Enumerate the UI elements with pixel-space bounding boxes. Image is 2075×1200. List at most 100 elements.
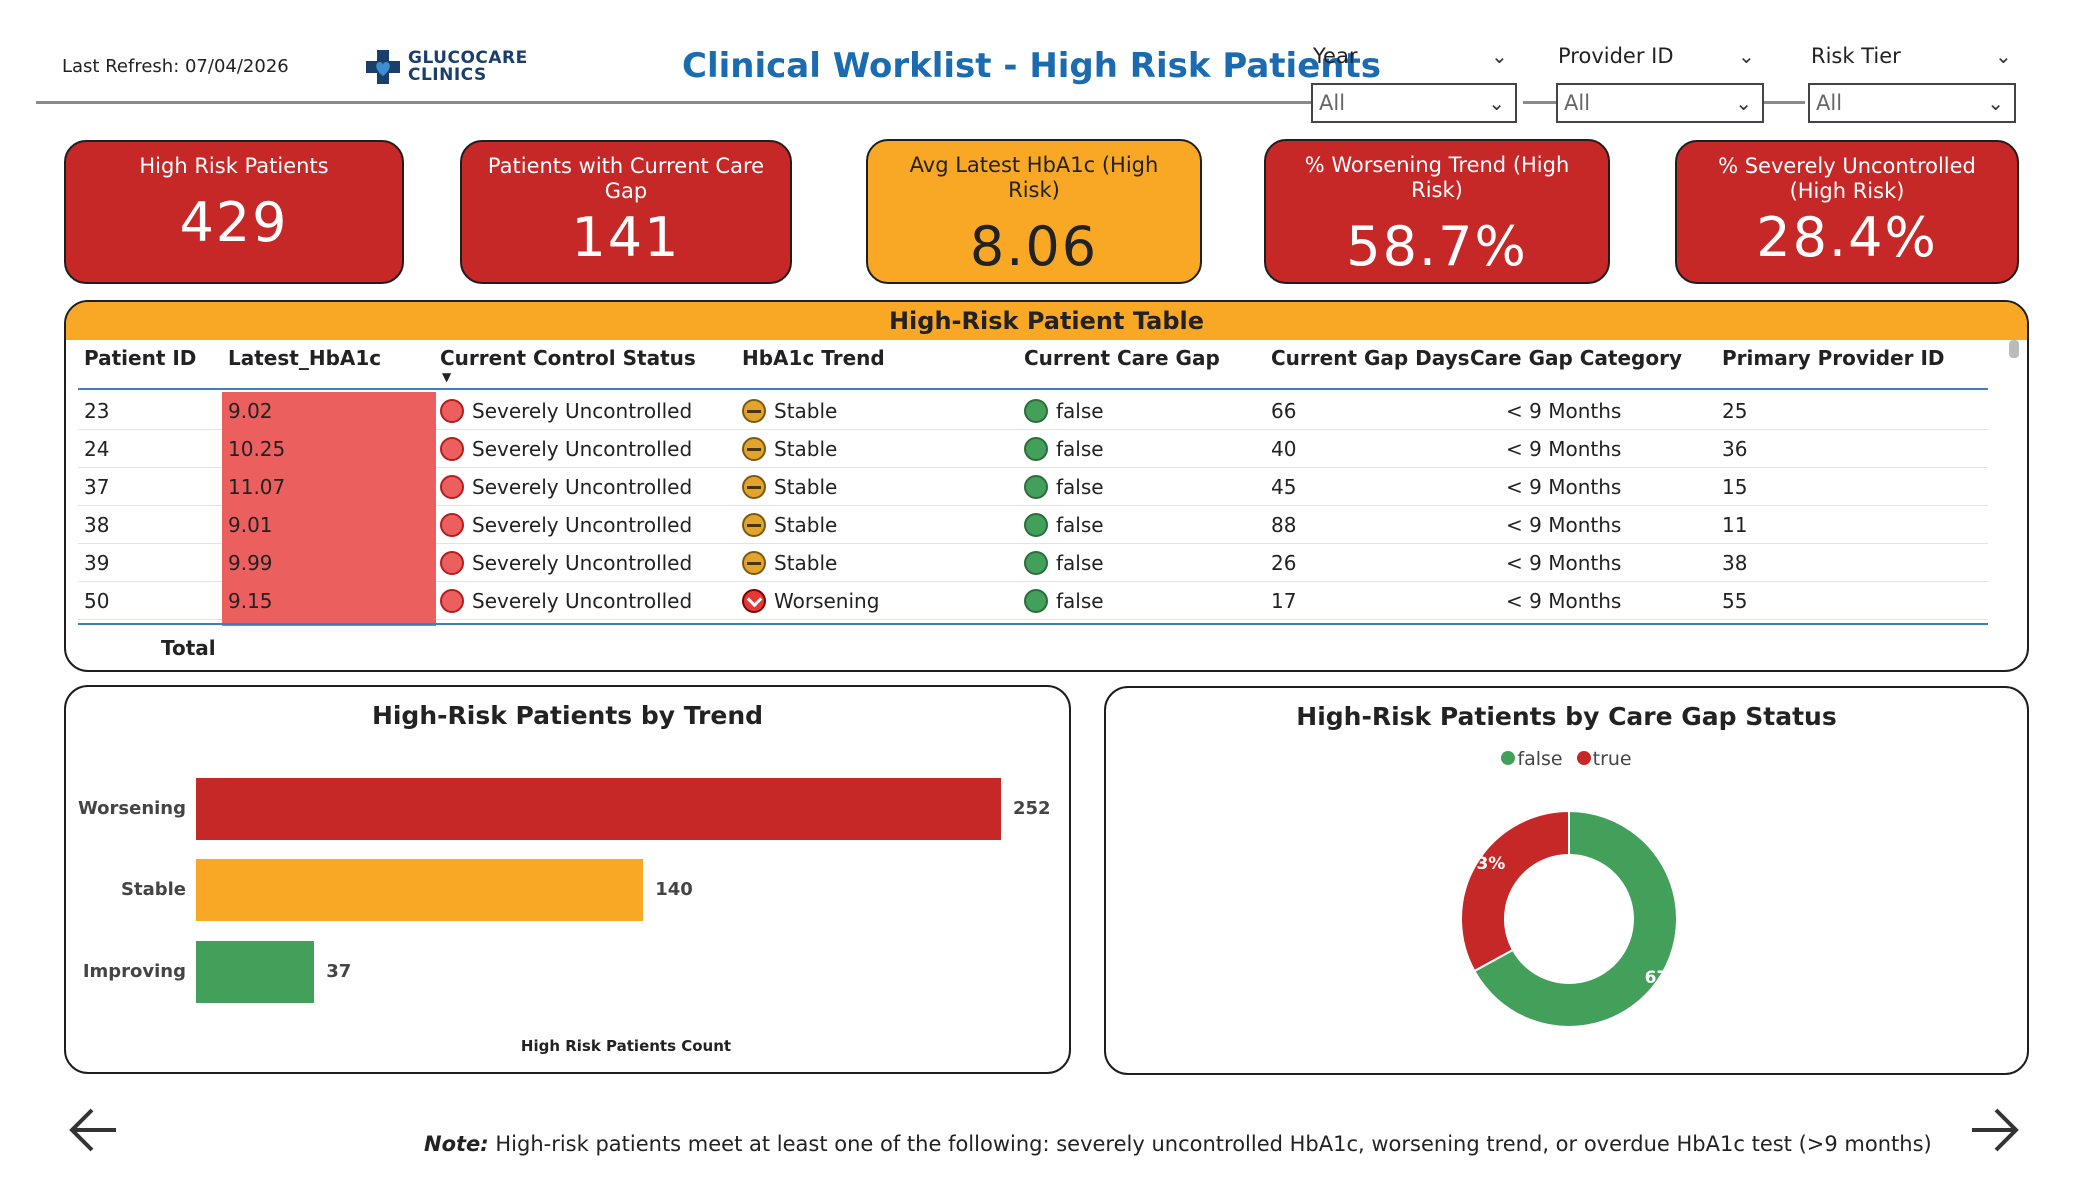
cell-patient-id: 38 — [84, 513, 110, 537]
slicer-provider-label: Provider ID — [1558, 44, 1674, 68]
trend-stable-icon — [742, 512, 766, 537]
col-header-patient-id[interactable]: Patient ID — [84, 346, 197, 370]
cell-provider-id: 15 — [1722, 475, 1748, 499]
col-header-primary-provider-id[interactable]: Primary Provider ID — [1722, 346, 1945, 370]
status-red-icon — [440, 550, 464, 575]
arrow-left-icon[interactable] — [66, 1102, 122, 1169]
bar-worsening[interactable] — [196, 778, 1001, 840]
cell-care-gap-category: < 9 Months — [1506, 551, 1622, 575]
bar-value-label: 37 — [326, 961, 352, 982]
care-gap-green-icon — [1024, 588, 1048, 613]
chevron-down-icon[interactable]: ⌄ — [1738, 44, 1755, 68]
table-body-bottom-border — [78, 623, 1988, 625]
slicer-provider-dropdown[interactable]: All ⌄ — [1556, 83, 1764, 123]
bar-stable[interactable] — [196, 859, 644, 921]
trend-stable-icon — [742, 436, 766, 461]
table-row[interactable]: 23 9.02 Severely Uncontrolled Stable false 66… — [78, 392, 1988, 430]
table-row[interactable]: 24 10.25 Severely Uncontrolled Stable false 4… — [78, 430, 1988, 468]
cell-current-care-gap: false — [1024, 506, 1244, 544]
col-header-control-status[interactable]: Current Control Status — [440, 346, 696, 370]
cell-control-status: Severely Uncontrolled — [440, 468, 730, 506]
slicer-year-label: Year — [1313, 44, 1358, 68]
chevron-down-icon: ⌄ — [1987, 91, 2004, 115]
gap-text: false — [1056, 475, 1104, 499]
chevron-down-icon[interactable]: ⌄ — [1995, 44, 2012, 68]
bar-improving[interactable] — [196, 941, 315, 1003]
cell-control-status: Severely Uncontrolled — [440, 544, 730, 582]
cell-provider-id: 25 — [1722, 399, 1748, 423]
slicer-provider-value: All — [1564, 91, 1591, 115]
care-gap-green-icon — [1024, 512, 1048, 537]
table-row[interactable]: 37 11.07 Severely Uncontrolled Stable false 4… — [78, 468, 1988, 506]
trend-worsening-icon — [742, 588, 766, 613]
slicer-risk-tier[interactable]: Risk Tier ⌄ — [1811, 44, 2021, 68]
gap-text: false — [1056, 551, 1104, 575]
donut-slice-true[interactable] — [1460, 809, 1570, 973]
chevron-down-icon[interactable]: ⌄ — [1491, 44, 1508, 68]
care-gap-green-icon — [1024, 474, 1048, 499]
cell-latest-hba1c: 9.01 — [222, 506, 436, 544]
kpi-current-care-gap: Patients with Current Care Gap 141 — [460, 140, 792, 284]
sort-descending-icon[interactable]: ▼ — [442, 370, 452, 384]
cell-hba1c-trend: Worsening — [742, 582, 1002, 620]
legend-true-swatch — [1576, 750, 1591, 765]
kpi-severely-uncontrolled: % Severely Uncontrolled (High Risk) 28.4… — [1675, 140, 2019, 284]
bar-value-label: 252 — [1013, 798, 1051, 819]
care-gap-donut-chart: High-Risk Patients by Care Gap Status fa… — [1104, 686, 2029, 1075]
bar-category-label: Improving — [82, 961, 186, 982]
donut-slice-false[interactable] — [1472, 809, 1678, 1028]
status-text: Severely Uncontrolled — [472, 551, 693, 575]
bar-category-label: Worsening — [77, 798, 186, 819]
gap-text: false — [1056, 513, 1104, 537]
col-header-current-gap-days[interactable]: Current Gap Days — [1271, 346, 1470, 370]
trend-stable-icon — [742, 474, 766, 499]
slicer-year-dropdown[interactable]: All ⌄ — [1311, 83, 1517, 123]
cell-gap-days: 88 — [1271, 513, 1297, 537]
table-row[interactable]: 39 9.99 Severely Uncontrolled Stable false 26… — [78, 544, 1988, 582]
cell-control-status: Severely Uncontrolled — [440, 506, 730, 544]
col-header-latest-hba1c[interactable]: Latest_HbA1c — [228, 346, 382, 370]
cell-hba1c-trend: Stable — [742, 544, 1002, 582]
table-row[interactable]: 38 9.01 Severely Uncontrolled Stable false 88… — [78, 506, 1988, 544]
care-gap-green-icon — [1024, 550, 1048, 575]
table-scrollbar[interactable] — [2009, 340, 2019, 358]
cell-provider-id: 36 — [1722, 437, 1748, 461]
cell-patient-id: 23 — [84, 399, 110, 423]
care-gap-green-icon — [1024, 398, 1048, 423]
col-header-current-care-gap[interactable]: Current Care Gap — [1024, 346, 1220, 370]
medical-cross-icon — [366, 50, 400, 84]
table-row[interactable]: 50 9.15 Severely Uncontrolled Worsening fals… — [78, 582, 1988, 620]
legend-false-label[interactable]: false — [1517, 748, 1563, 770]
cell-care-gap-category: < 9 Months — [1506, 437, 1622, 461]
col-header-care-gap-category[interactable]: Care Gap Category — [1470, 346, 1683, 370]
header-divider — [36, 101, 1316, 104]
kpi-label: Avg Latest HbA1c (High Risk) — [909, 153, 1159, 202]
cell-latest-hba1c: 9.99 — [222, 544, 436, 582]
slicer-year-value: All — [1319, 91, 1346, 115]
slicer-risk-tier-value: All — [1816, 91, 1843, 115]
cell-gap-days: 45 — [1271, 475, 1297, 499]
legend-true-label[interactable]: true — [1592, 748, 1632, 770]
footer-note-prefix: Note: — [424, 1132, 489, 1156]
cell-latest-hba1c: 9.02 — [222, 392, 436, 430]
slicer-provider[interactable]: Provider ID ⌄ — [1558, 44, 1758, 68]
table-total-label: Total — [161, 636, 216, 660]
cell-hba1c-trend: Stable — [742, 506, 1002, 544]
arrow-right-icon[interactable] — [1966, 1102, 2022, 1169]
slicer-risk-tier-label: Risk Tier — [1811, 44, 1901, 68]
slicer-year[interactable]: Year ⌄ — [1313, 44, 1513, 68]
cell-latest-hba1c: 9.15 — [222, 582, 436, 620]
trend-text: Stable — [774, 399, 838, 423]
trend-text: Stable — [774, 437, 838, 461]
chart-x-axis-label: High Risk Patients Count — [520, 1037, 732, 1055]
slicer-risk-tier-dropdown[interactable]: All ⌄ — [1808, 83, 2016, 123]
trend-bar-chart: High-Risk Patients by Trend Worsening 252… — [64, 685, 1071, 1074]
status-red-icon — [440, 588, 464, 613]
trend-text: Stable — [774, 475, 838, 499]
gap-text: false — [1056, 437, 1104, 461]
bar-value-label: 140 — [655, 879, 693, 900]
status-red-icon — [440, 398, 464, 423]
col-header-hba1c-trend[interactable]: HbA1c Trend — [742, 346, 885, 370]
chart-legend: false true — [1106, 748, 2027, 770]
cell-current-care-gap: false — [1024, 392, 1244, 430]
